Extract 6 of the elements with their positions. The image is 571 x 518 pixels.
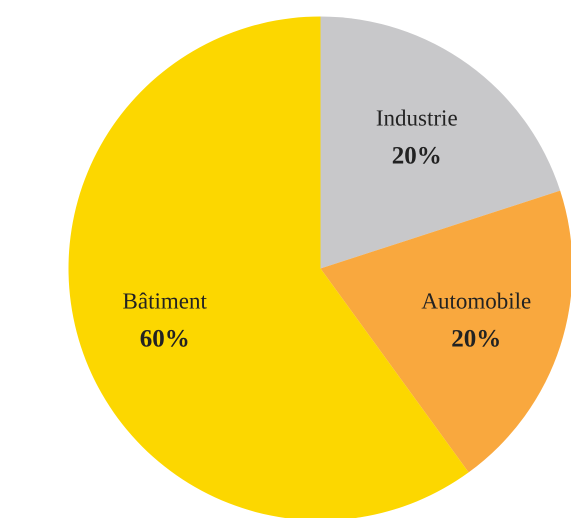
slice-label: Industrie (376, 105, 458, 130)
data-label: 20% (451, 326, 502, 353)
slice-label: Bâtiment (122, 288, 208, 314)
data-label: 20% (392, 142, 442, 170)
slice-label: Automobile (421, 288, 532, 314)
data-label: 60% (140, 326, 190, 353)
